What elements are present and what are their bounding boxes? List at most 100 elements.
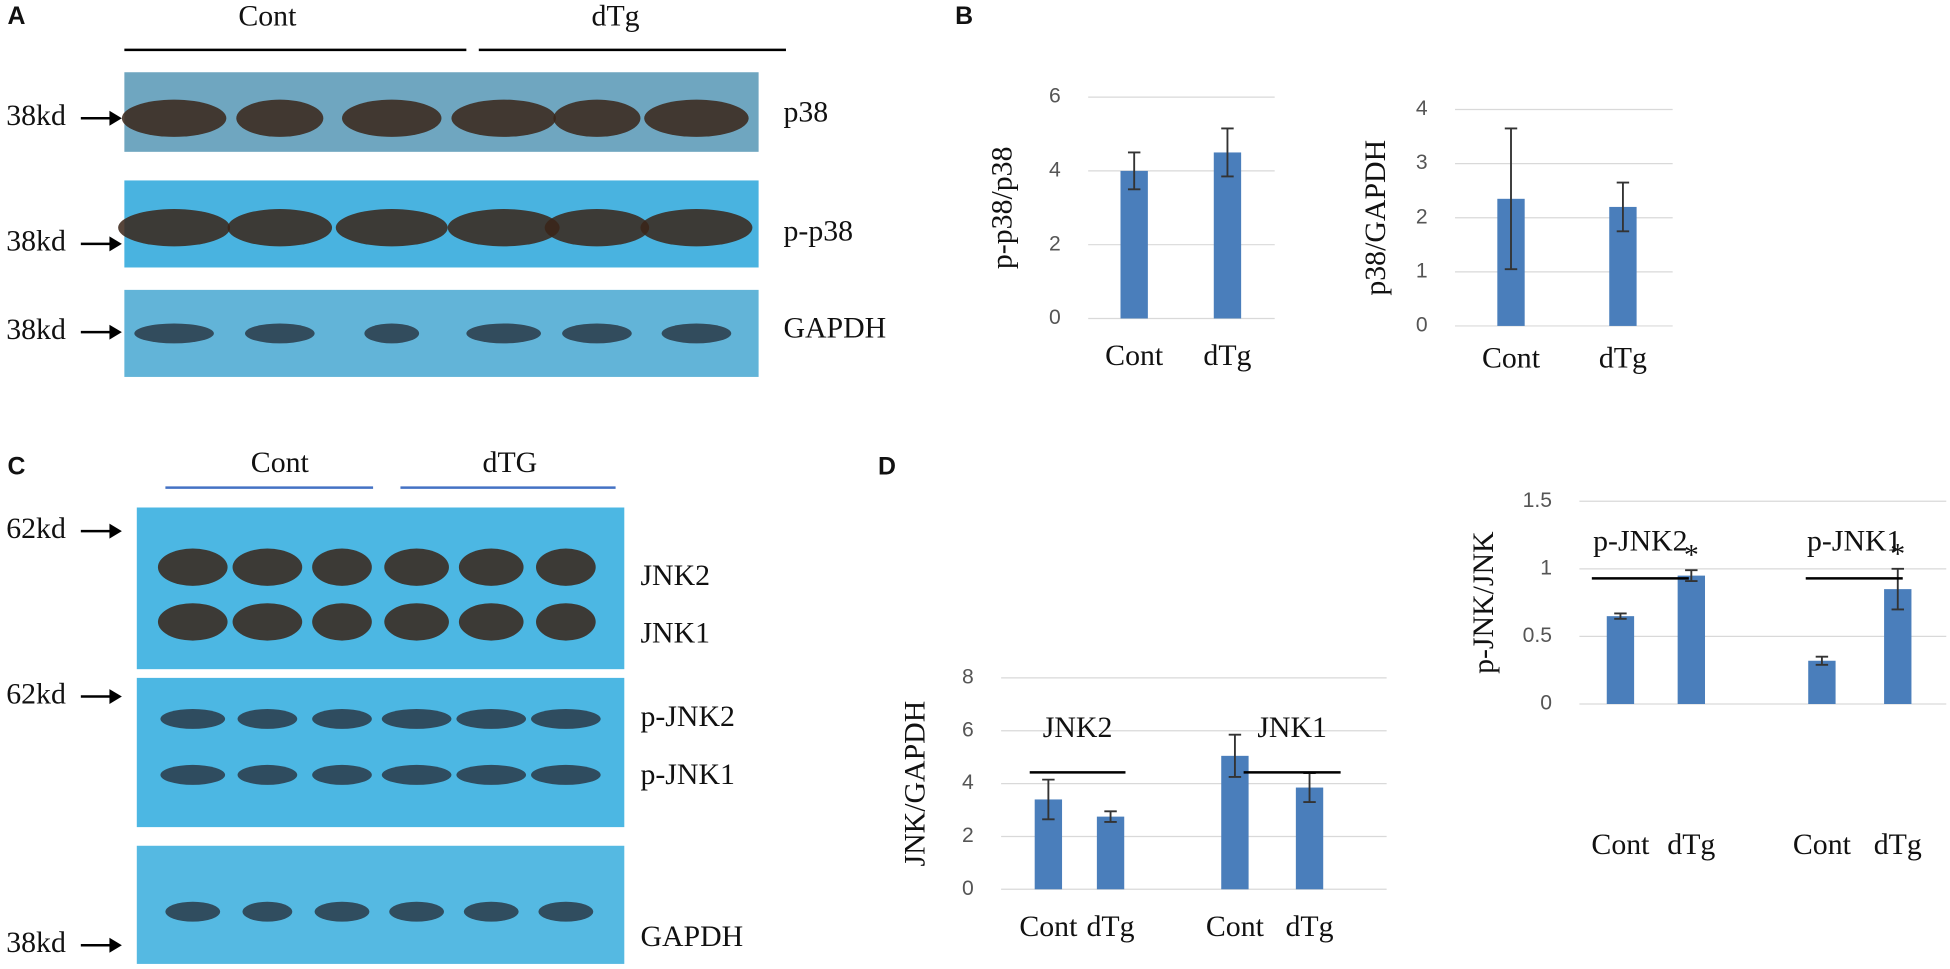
error-bar xyxy=(1104,810,1117,823)
blot xyxy=(136,845,625,964)
x-tick-label: Cont xyxy=(1019,910,1078,943)
blot-a: Cont dTg xyxy=(124,0,786,52)
x-tick-label: dTg xyxy=(1286,910,1334,943)
error-bar xyxy=(1891,567,1904,611)
band xyxy=(384,548,449,586)
arrow-head xyxy=(109,110,122,126)
bar xyxy=(1213,152,1242,319)
band xyxy=(242,901,293,922)
y-tick-label: 1 xyxy=(1416,259,1428,282)
group-label: dTG xyxy=(483,446,538,479)
group-label: JNK2 xyxy=(1043,711,1113,744)
bar xyxy=(1120,170,1148,319)
bar xyxy=(1295,787,1324,890)
y-tick-label: 1.5 xyxy=(1523,489,1552,512)
band xyxy=(118,209,231,247)
band xyxy=(237,708,298,729)
error-bar xyxy=(1616,181,1630,233)
error-bar xyxy=(1685,569,1698,582)
band xyxy=(456,764,527,785)
x-tick-label: Cont xyxy=(1105,339,1164,372)
band xyxy=(160,764,226,785)
error-bar xyxy=(1228,733,1242,778)
x-tick-label: Cont xyxy=(1591,828,1650,861)
blot xyxy=(136,677,625,828)
band xyxy=(314,901,370,922)
x-tick-label: dTg xyxy=(1667,828,1715,861)
protein-label: GAPDH xyxy=(783,312,886,345)
band xyxy=(538,901,594,922)
protein-label: GAPDH xyxy=(640,920,743,953)
band xyxy=(244,323,315,344)
band xyxy=(227,209,333,247)
y-tick-label: 6 xyxy=(1049,85,1061,108)
bar xyxy=(1808,660,1836,704)
band xyxy=(531,764,601,785)
y-tick-label: 3 xyxy=(1416,151,1428,174)
y-tick-label: 4 xyxy=(1416,97,1428,120)
arrow-head xyxy=(109,236,122,252)
marker-label: 38kd xyxy=(6,225,66,258)
y-tick-label: 2 xyxy=(1049,232,1061,255)
y-tick-label: 0.5 xyxy=(1523,624,1552,647)
band xyxy=(232,603,303,641)
group-label: p-JNK2 xyxy=(1593,524,1687,557)
marker-label: 38kd xyxy=(6,99,66,132)
error-bar xyxy=(1614,612,1627,620)
blot-c: Cont dTG xyxy=(165,446,616,489)
band xyxy=(458,548,524,586)
y-tick-label: 2 xyxy=(962,824,974,847)
y-tick-label: 0 xyxy=(1049,306,1061,329)
band xyxy=(364,323,420,344)
marker-label: 38kd xyxy=(6,926,66,959)
marker-label: 62kd xyxy=(6,677,66,710)
band xyxy=(531,708,601,729)
group-label: JNK1 xyxy=(1257,711,1327,744)
band xyxy=(640,209,753,247)
band xyxy=(157,603,228,641)
band xyxy=(389,901,444,922)
panel-label: D xyxy=(878,452,896,480)
band xyxy=(312,708,372,729)
panel-label: B xyxy=(955,2,973,30)
panel-label: C xyxy=(7,452,25,480)
band xyxy=(160,708,226,729)
band xyxy=(134,323,214,344)
error-bar xyxy=(1815,655,1829,666)
y-tick-label: 0 xyxy=(1540,692,1552,715)
y-tick-label: 4 xyxy=(962,771,974,794)
band xyxy=(536,548,596,586)
error-bar xyxy=(1221,127,1234,178)
y-tick-label: 4 xyxy=(1049,158,1061,181)
y-tick-label: 8 xyxy=(962,665,974,688)
marker-label: 38kd xyxy=(6,313,66,346)
band xyxy=(381,708,452,729)
significance-label: * xyxy=(1684,539,1699,572)
x-tick-label: Cont xyxy=(1206,910,1265,943)
error-bar xyxy=(1042,778,1055,821)
protein-label: p-p38 xyxy=(783,215,853,248)
band xyxy=(312,764,372,785)
protein-label: p-JNK1 xyxy=(640,758,734,791)
protein-label: p-JNK2 xyxy=(640,700,734,733)
band xyxy=(157,548,228,586)
band xyxy=(661,323,732,344)
y-tick-label: 2 xyxy=(1416,205,1428,228)
band xyxy=(536,603,596,641)
y-axis-label: JNK/GAPDH xyxy=(899,701,932,867)
y-tick-label: 0 xyxy=(1416,314,1428,337)
band xyxy=(553,99,641,137)
arrow-head xyxy=(109,937,122,953)
y-tick-label: 6 xyxy=(962,718,974,741)
band xyxy=(335,209,448,247)
significance-label: * xyxy=(1890,537,1905,570)
blot xyxy=(124,289,759,377)
x-tick-label: dTg xyxy=(1874,828,1922,861)
x-tick-label: dTg xyxy=(1599,342,1647,375)
band xyxy=(644,99,749,137)
band xyxy=(341,99,442,137)
y-axis-label: p38/GAPDH xyxy=(1359,140,1392,296)
error-bar xyxy=(1127,151,1141,191)
band xyxy=(562,323,632,344)
